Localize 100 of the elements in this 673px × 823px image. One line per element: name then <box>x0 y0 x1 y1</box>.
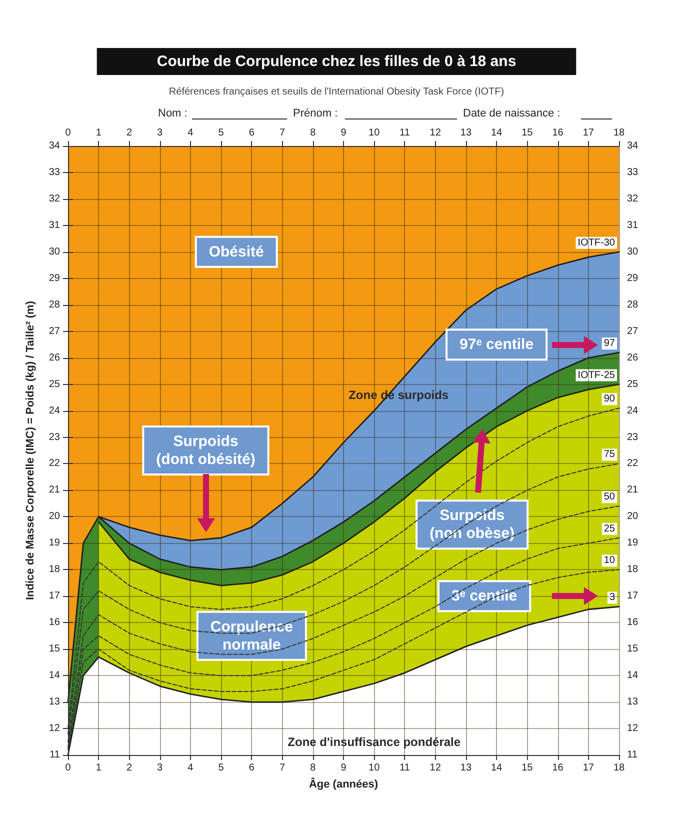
y2-tick-label: 16 <box>627 617 639 628</box>
x-tick-label: 0 <box>65 762 72 774</box>
text: Nom : <box>158 108 188 120</box>
x2-tick-label: 6 <box>248 128 255 138</box>
y-tick-label: 27 <box>48 326 60 337</box>
chart-title: Courbe de Corpulence chez les filles de 0 à 18 ans <box>156 53 516 70</box>
y-axis-title: Indice de Masse Corporelle (IMC) = Poids (kg) / Taille² (m) <box>24 300 36 600</box>
series-label: 50 <box>604 492 616 503</box>
x2-tick-label: 4 <box>188 128 194 138</box>
y-tick-label: 25 <box>48 378 60 390</box>
y-tick-label: 19 <box>48 538 60 549</box>
x2-tick-label: 16 <box>552 128 564 138</box>
y-tick-label: 14 <box>48 670 60 682</box>
x-tick-label: 13 <box>460 762 472 774</box>
y-tick-label: 28 <box>48 299 60 310</box>
y-tick-label: 21 <box>48 484 60 496</box>
y2-tick-label: 23 <box>627 432 639 443</box>
y2-tick-label: 31 <box>627 220 639 231</box>
y-tick-label: 32 <box>48 193 60 204</box>
x-tick-label: 10 <box>368 762 380 774</box>
x2-tick-label: 1 <box>96 128 102 138</box>
x-tick-label: 17 <box>582 762 594 774</box>
y2-tick-label: 27 <box>627 326 639 337</box>
x-tick-label: 18 <box>613 762 625 774</box>
x2-tick-label: 11 <box>400 128 410 138</box>
x2-tick-label: 14 <box>490 128 503 138</box>
x-tick-label: 15 <box>522 762 534 774</box>
text: Date de naissance : <box>463 108 560 120</box>
series-label: 90 <box>604 394 616 405</box>
x-tick-label: 6 <box>248 762 255 774</box>
x2-tick-label: 17 <box>582 128 594 138</box>
y-tick-label: 16 <box>48 617 60 628</box>
y-tick-label: 34 <box>48 140 60 152</box>
y2-tick-label: 33 <box>627 166 639 178</box>
x2-tick-label: 10 <box>368 128 380 138</box>
y-tick-label: 20 <box>48 511 60 522</box>
x2-tick-label: 3 <box>157 128 164 138</box>
y-tick-label: 24 <box>48 405 60 416</box>
annotation: Zone d'insuffisance pondérale <box>288 734 461 749</box>
y2-tick-label: 14 <box>627 670 639 682</box>
x2-tick-label: 18 <box>613 128 625 138</box>
y2-tick-label: 17 <box>627 590 639 602</box>
y2-tick-label: 12 <box>627 723 639 734</box>
y2-tick-label: 15 <box>627 644 639 655</box>
series-label: 25 <box>604 523 616 534</box>
x2-tick-label: 8 <box>310 128 316 138</box>
text: Prénom : <box>293 108 338 120</box>
x-tick-label: 8 <box>310 762 316 774</box>
y-tick-label: 18 <box>48 564 60 576</box>
x2-tick-label: 7 <box>279 128 286 138</box>
series-label: IOTF-30 <box>578 237 616 248</box>
x-tick-label: 16 <box>552 762 564 774</box>
series-label: IOTF-25 <box>578 370 616 381</box>
y-tick-label: 17 <box>48 590 60 602</box>
annotation: Zone de surpoids <box>348 388 449 402</box>
y-tick-label: 13 <box>48 696 60 708</box>
y-tick-label: 29 <box>48 272 60 284</box>
chart-subtitle: Références françaises et seuils de l'International Obesity Task Force (IOTF) <box>168 86 504 98</box>
annotation: 97ᵉ centile <box>460 336 534 354</box>
x2-tick-label: 2 <box>126 128 132 138</box>
y2-tick-label: 21 <box>627 484 639 496</box>
y2-tick-label: 28 <box>627 299 639 310</box>
x2-tick-label: 15 <box>522 128 534 138</box>
y-tick-label: 33 <box>48 166 60 178</box>
y2-tick-label: 32 <box>627 193 639 204</box>
x2-tick-label: 13 <box>460 128 472 138</box>
y-tick-label: 22 <box>48 458 60 470</box>
x-tick-label: 2 <box>126 762 132 774</box>
y-tick-label: 30 <box>48 246 60 258</box>
x-tick-label: 11 <box>400 762 410 774</box>
x2-tick-label: 12 <box>430 128 442 138</box>
x-axis-title: Âge (années) <box>308 778 378 790</box>
x2-tick-label: 9 <box>340 128 347 138</box>
x-tick-label: 9 <box>340 762 347 774</box>
annotation: Obésité <box>208 243 264 260</box>
x-tick-label: 1 <box>96 762 102 774</box>
y2-tick-label: 11 <box>627 750 638 760</box>
y2-tick-label: 18 <box>627 564 639 576</box>
y2-tick-label: 22 <box>627 458 639 470</box>
y-tick-label: 12 <box>48 723 60 734</box>
y-tick-label: 26 <box>48 352 60 364</box>
y-tick-label: 23 <box>48 432 60 443</box>
y-tick-label: 11 <box>50 750 60 760</box>
y2-tick-label: 13 <box>627 696 639 708</box>
x2-tick-label: 0 <box>65 128 72 138</box>
x-tick-label: 3 <box>157 762 164 774</box>
x-tick-label: 12 <box>430 762 442 774</box>
x-tick-label: 7 <box>279 762 286 774</box>
y-tick-label: 31 <box>48 220 60 231</box>
series-label: 97 <box>604 338 616 350</box>
series-label: 3 <box>609 592 616 604</box>
x-tick-label: 5 <box>218 762 224 774</box>
series-label: 75 <box>604 449 616 460</box>
y2-tick-label: 20 <box>627 511 639 522</box>
x-tick-label: 4 <box>188 762 194 774</box>
y2-tick-label: 34 <box>627 140 639 152</box>
y2-tick-label: 19 <box>627 538 639 549</box>
y2-tick-label: 29 <box>627 272 639 284</box>
y2-tick-label: 30 <box>627 246 639 258</box>
y-tick-label: 15 <box>48 644 60 655</box>
